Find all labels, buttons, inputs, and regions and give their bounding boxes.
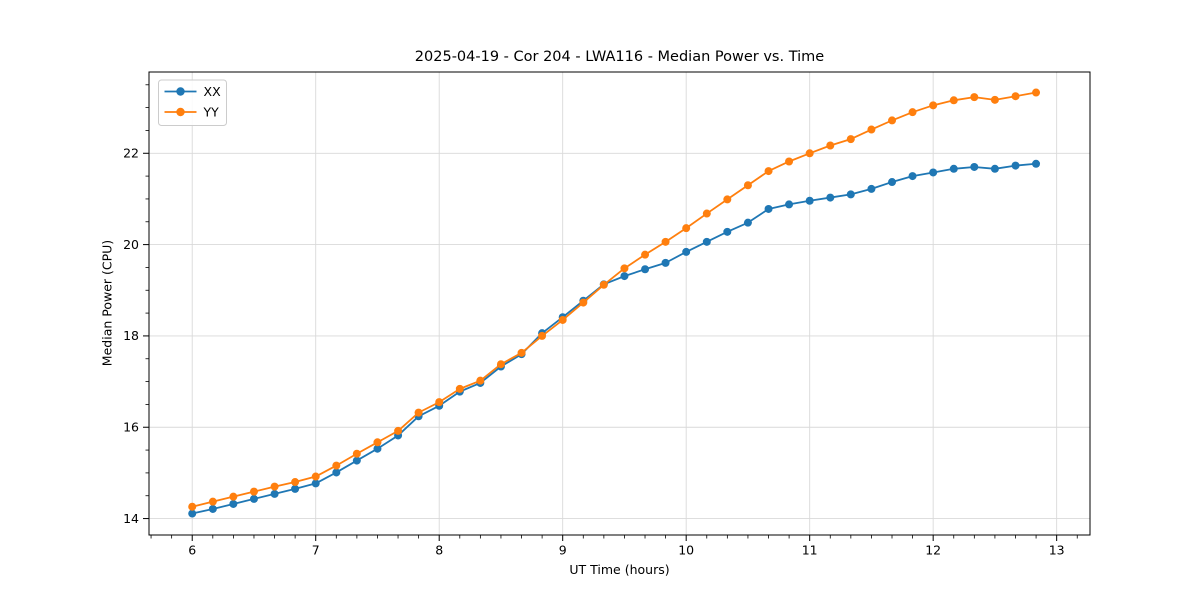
series-YY-marker [990, 95, 999, 104]
series-YY-marker [455, 384, 464, 393]
series-YY-marker [435, 398, 444, 407]
y-axis-label: Median Power (CPU) [99, 239, 115, 367]
series-XX-marker [990, 164, 999, 173]
series-XX-marker [188, 509, 197, 518]
series-YY-marker [332, 461, 341, 470]
series-XX-marker [332, 468, 341, 477]
series-YY-marker [311, 472, 320, 481]
series-YY-marker [826, 141, 835, 150]
plot-area-border [148, 71, 1091, 536]
x-tick-label: 13 [1049, 543, 1065, 558]
series-YY-marker [208, 497, 217, 506]
y-tick-label: 20 [123, 237, 139, 252]
series-XX-marker [1032, 159, 1041, 168]
series-YY-marker [908, 108, 917, 117]
series-XX-marker [229, 499, 238, 508]
series-XX-marker [908, 172, 917, 181]
x-tick-label: 9 [559, 543, 567, 558]
x-tick-label: 7 [312, 543, 320, 558]
series-YY-marker [558, 315, 567, 324]
y-tick-label: 14 [123, 511, 139, 526]
series-YY-marker [538, 331, 547, 340]
series-YY-marker [620, 264, 629, 273]
x-tick-label: 12 [925, 543, 941, 558]
series-YY-marker [702, 209, 711, 218]
y-tick-label: 16 [123, 420, 139, 435]
series-XX-marker [785, 200, 794, 209]
series-YY-marker [949, 96, 958, 105]
series-YY-marker [641, 250, 650, 259]
series-YY-marker [476, 376, 485, 385]
series-XX-marker [311, 479, 320, 488]
series-YY-marker [805, 149, 814, 158]
series-YY-marker [888, 116, 897, 125]
x-tick-label: 10 [678, 543, 694, 558]
y-tick-label: 22 [123, 146, 139, 161]
legend-YY-marker [176, 107, 185, 117]
series-XX-marker [373, 444, 382, 453]
series-YY-marker [1032, 88, 1041, 97]
series-XX-marker [702, 237, 711, 246]
series-YY-marker [743, 181, 752, 190]
x-tick-label: 11 [802, 543, 818, 558]
series-XX-marker [641, 265, 650, 274]
series-XX-marker [929, 168, 938, 177]
series-XX-marker [270, 489, 279, 498]
series-XX-marker [1011, 161, 1020, 170]
series-YY-marker [785, 157, 794, 166]
series-XX-marker [826, 193, 835, 202]
series-XX-marker [743, 218, 752, 227]
series-YY-line [192, 91, 1037, 508]
series-XX-marker [888, 178, 897, 187]
series-YY-marker [229, 492, 238, 501]
series-XX-marker [661, 258, 670, 267]
series-XX-marker [970, 162, 979, 171]
series-YY-marker [682, 224, 691, 233]
series-XX-marker [352, 456, 361, 465]
series-YY-marker [496, 360, 505, 369]
series-YY-marker [599, 280, 608, 289]
series-YY-marker [867, 125, 876, 134]
series-YY-marker [414, 408, 423, 417]
series-YY-marker [846, 135, 855, 144]
legend-XX-marker [176, 87, 185, 96]
series-YY-marker [249, 487, 258, 496]
series-XX-marker [949, 164, 958, 173]
series-YY-marker [723, 195, 732, 204]
series-XX-marker [867, 184, 876, 193]
x-tick-label: 6 [188, 543, 196, 558]
series-XX-marker [764, 204, 773, 213]
series-YY-marker [929, 101, 938, 110]
series-XX-marker [805, 196, 814, 205]
series-YY-marker [579, 298, 588, 307]
series-YY-marker [291, 478, 300, 487]
series-XX-marker [208, 504, 217, 513]
series-XX-marker [682, 247, 691, 256]
series-XX-marker [291, 484, 300, 493]
series-XX-marker [723, 227, 732, 236]
series-YY-marker [270, 482, 279, 491]
chart-title: 2025-04-19 - Cor 204 - LWA116 - Median P… [414, 49, 825, 65]
legend-label-YY: YY [203, 104, 220, 119]
series-XX-marker [620, 272, 629, 281]
series-YY-marker [970, 93, 979, 102]
y-tick-label: 18 [123, 328, 139, 343]
series-XX-line [192, 162, 1037, 515]
series-YY-marker [764, 167, 773, 176]
series-YY-marker [1011, 92, 1020, 101]
series-YY-marker [352, 449, 361, 458]
x-axis-label: UT Time (hours) [569, 562, 670, 577]
series-YY-marker [661, 237, 670, 246]
x-tick-label: 8 [435, 543, 443, 558]
series-YY-marker [373, 438, 382, 447]
series-YY-marker [517, 348, 526, 357]
series-XX-marker [249, 494, 258, 503]
series-YY-marker [188, 502, 197, 511]
legend-label-XX: XX [204, 84, 222, 99]
series-XX-marker [846, 190, 855, 199]
series-YY-marker [394, 426, 403, 435]
